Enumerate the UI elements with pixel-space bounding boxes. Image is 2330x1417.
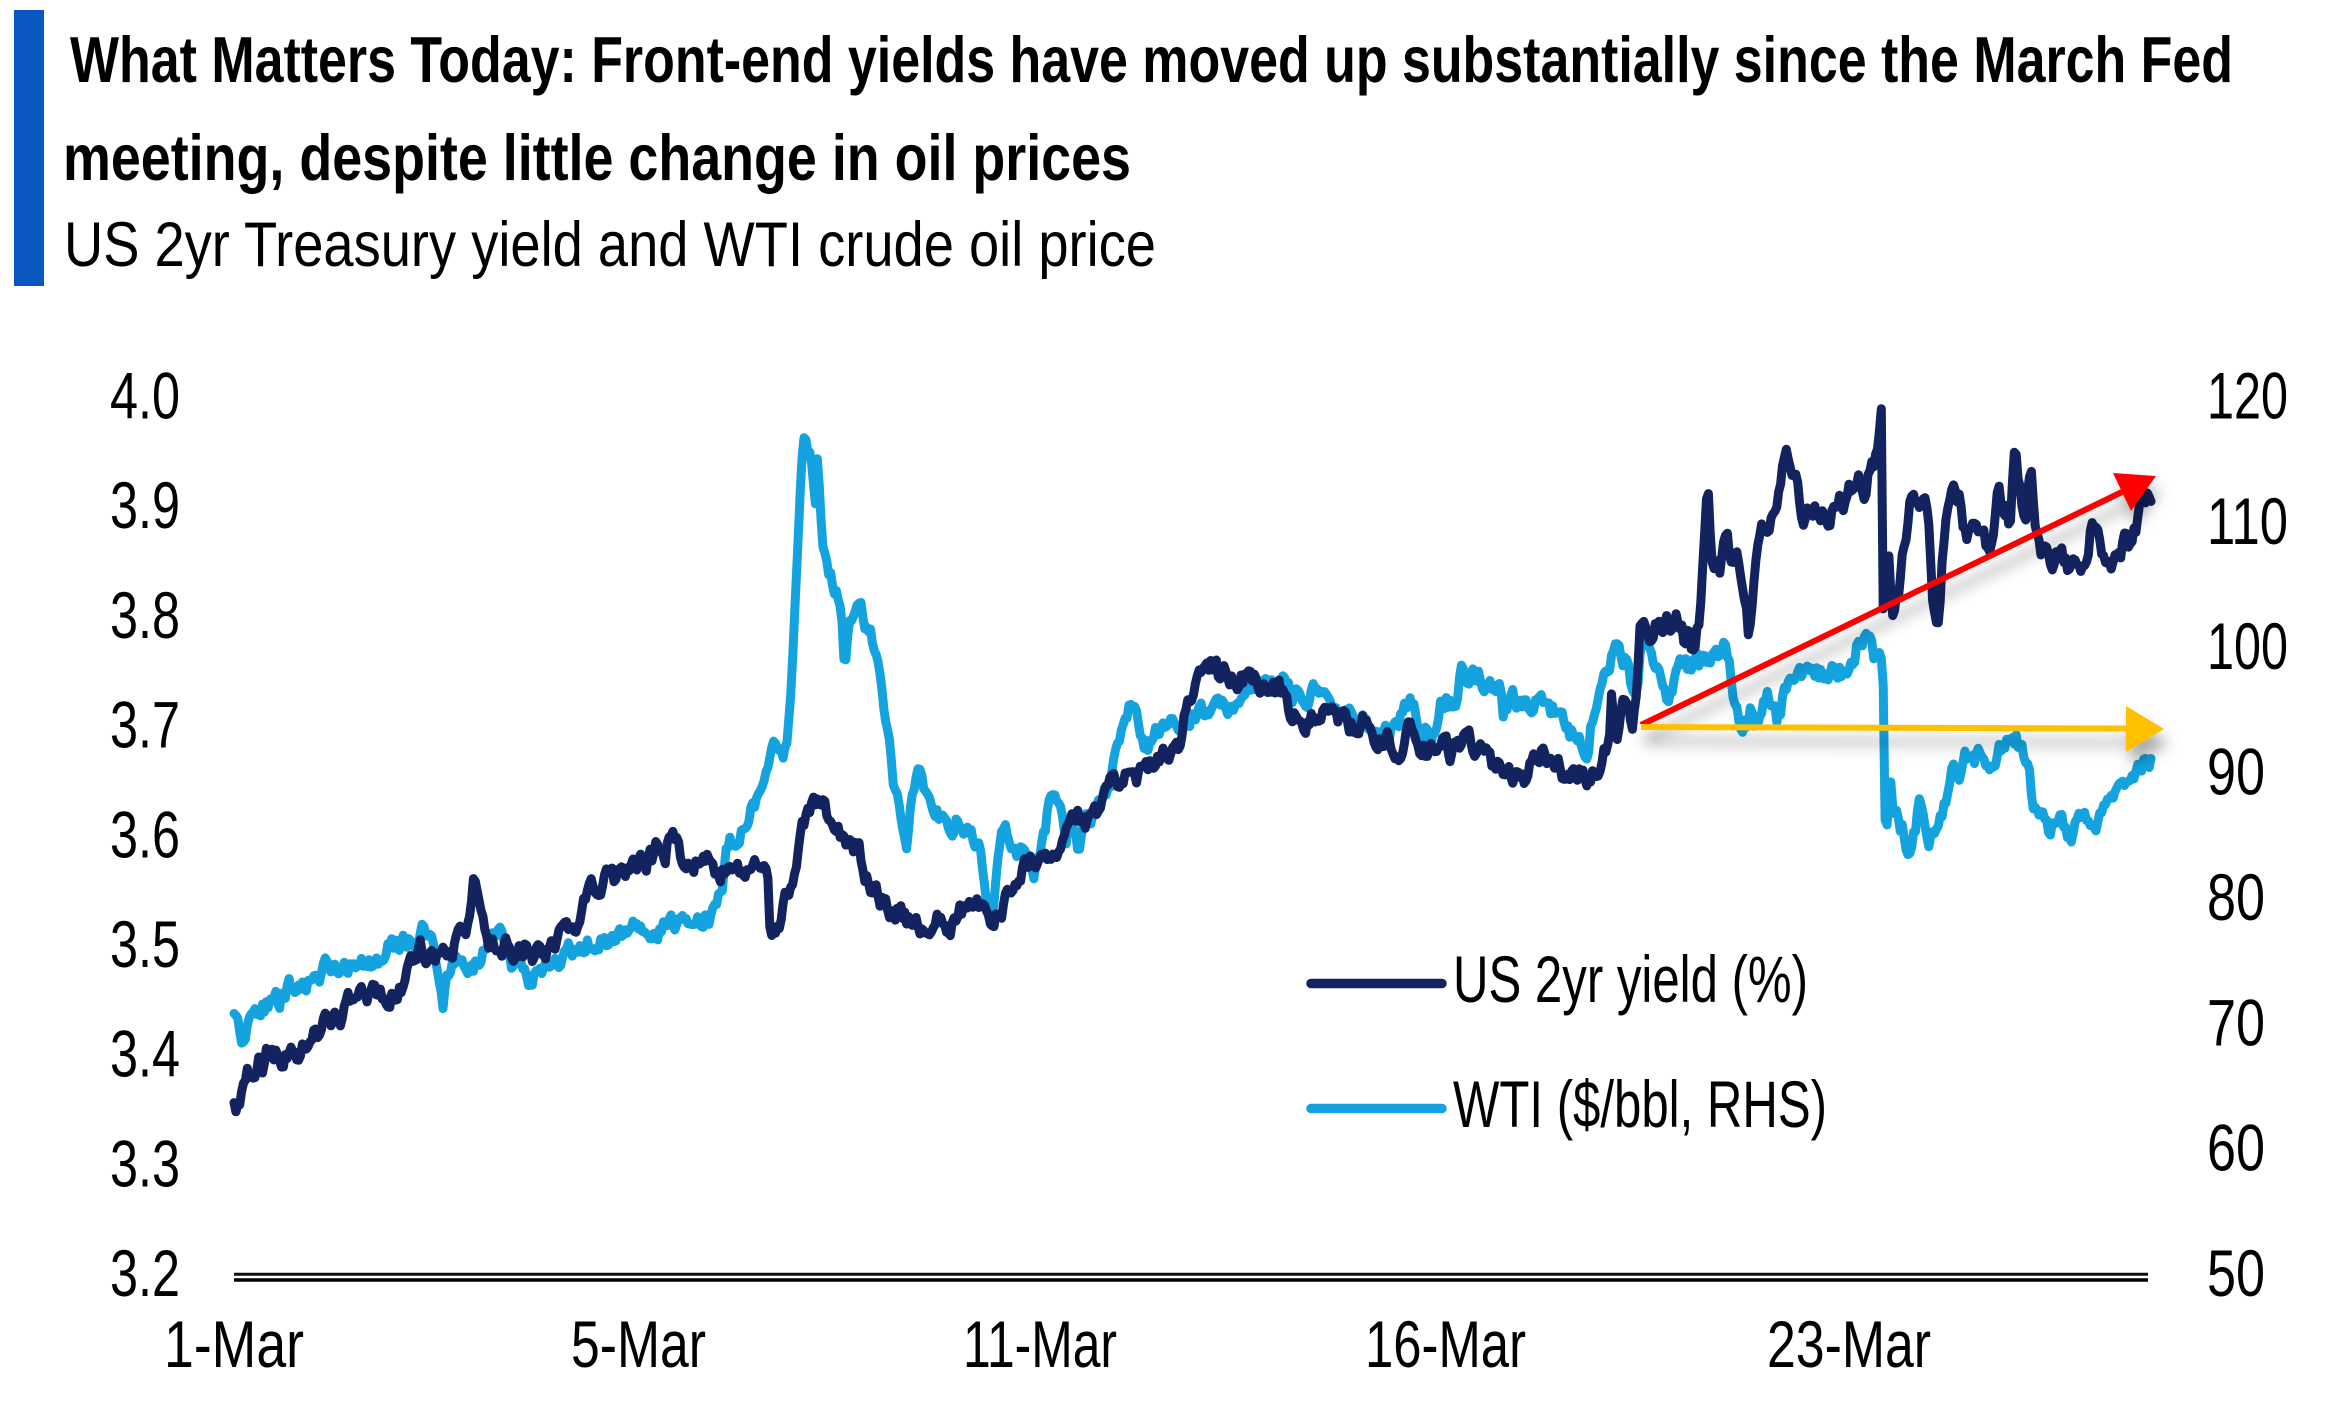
- svg-text:What Matters Today: Front-end: What Matters Today: Front-end yields hav…: [70, 23, 2233, 96]
- svg-text:16-Mar: 16-Mar: [1365, 1307, 1526, 1381]
- svg-text:US 2yr yield (%): US 2yr yield (%): [1453, 942, 1808, 1016]
- svg-text:23-Mar: 23-Mar: [1767, 1307, 1931, 1381]
- svg-text:3.5: 3.5: [110, 907, 180, 981]
- svg-text:3.9: 3.9: [110, 468, 180, 542]
- svg-text:3.3: 3.3: [110, 1126, 180, 1200]
- svg-text:60: 60: [2207, 1111, 2265, 1185]
- svg-text:5-Mar: 5-Mar: [571, 1307, 706, 1381]
- svg-text:70: 70: [2207, 985, 2265, 1059]
- svg-text:3.2: 3.2: [110, 1236, 180, 1310]
- svg-text:11-Mar: 11-Mar: [963, 1307, 1117, 1381]
- svg-text:meeting, despite little change: meeting, despite little change in oil pr…: [63, 121, 1131, 194]
- svg-text:50: 50: [2207, 1236, 2265, 1310]
- svg-text:90: 90: [2207, 735, 2265, 809]
- svg-text:3.7: 3.7: [110, 688, 180, 762]
- svg-text:3.8: 3.8: [110, 578, 180, 652]
- svg-text:110: 110: [2207, 484, 2288, 558]
- svg-text:3.4: 3.4: [110, 1017, 180, 1091]
- svg-text:4.0: 4.0: [110, 359, 180, 433]
- svg-text:80: 80: [2207, 860, 2265, 934]
- svg-text:WTI ($/bbl, RHS): WTI ($/bbl, RHS): [1453, 1067, 1827, 1141]
- svg-text:3.6: 3.6: [110, 797, 180, 871]
- svg-text:US 2yr Treasury yield and WTI: US 2yr Treasury yield and WTI crude oil …: [64, 210, 1156, 280]
- svg-text:1-Mar: 1-Mar: [164, 1307, 304, 1381]
- svg-text:120: 120: [2207, 359, 2288, 433]
- svg-text:100: 100: [2207, 609, 2288, 683]
